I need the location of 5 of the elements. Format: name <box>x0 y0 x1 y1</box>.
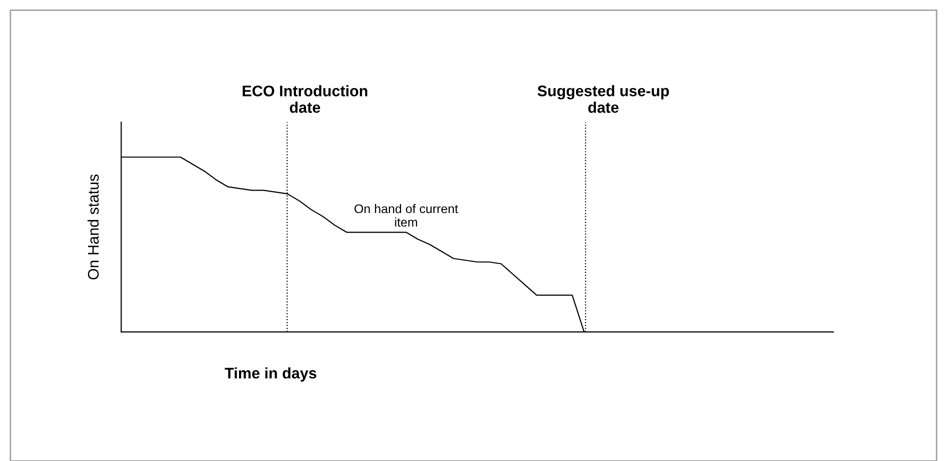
x-axis-title: Time in days <box>224 367 316 382</box>
y-axis-title: On Hand status <box>88 174 99 280</box>
text: Suggested use-up date <box>538 85 669 113</box>
annotation: On hand of current item <box>354 204 458 227</box>
text: ECO Introduction date <box>242 85 368 113</box>
